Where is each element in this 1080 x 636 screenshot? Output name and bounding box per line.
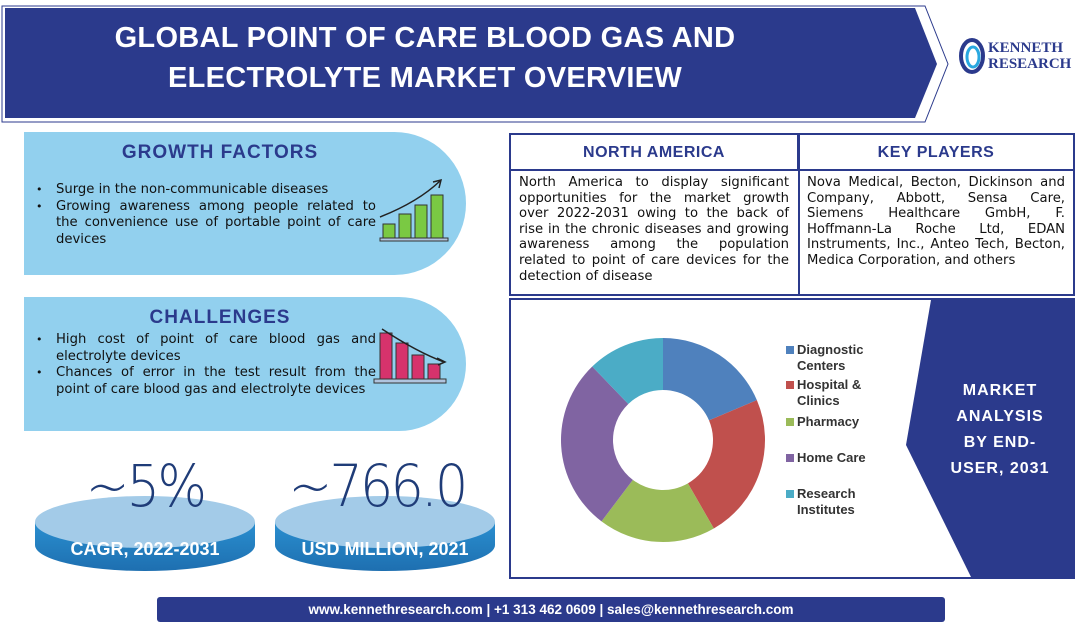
legend-item: Pharmacy bbox=[786, 414, 860, 430]
growth-factors-title: GROWTH FACTORS bbox=[121, 142, 319, 163]
cagr-label: CAGR, 2022-2031 bbox=[70, 539, 220, 559]
legend-swatch bbox=[786, 346, 794, 354]
legend-swatch bbox=[786, 418, 794, 426]
donut-chart bbox=[561, 338, 765, 542]
column-divider bbox=[798, 135, 800, 294]
decline-chart-icon bbox=[373, 328, 447, 384]
market-analysis-arrow bbox=[906, 300, 1073, 577]
legend-label: Hospital & bbox=[797, 377, 862, 392]
usd-disk bbox=[275, 496, 495, 571]
logo-swirl-icon bbox=[959, 38, 985, 74]
legend-label: Pharmacy bbox=[797, 414, 860, 429]
legend-item: Research Institutes bbox=[786, 486, 856, 518]
end-user-chart-panel bbox=[509, 298, 1075, 579]
legend-label: Institutes bbox=[797, 502, 855, 517]
ma-line: ANALYSIS bbox=[956, 408, 1044, 425]
market-analysis-label: MARKET ANALYSIS BY END- USER, 2031 bbox=[935, 378, 1065, 482]
title-line-2: ELECTROLYTE MARKET OVERVIEW bbox=[167, 62, 683, 94]
list-item: Growing awareness among people related t… bbox=[36, 199, 376, 249]
legend-swatch bbox=[786, 381, 794, 389]
key-players-header: KEY PLAYERS bbox=[799, 135, 1073, 171]
legend-swatch bbox=[786, 490, 794, 498]
challenges-list: High cost of point of care blood gas and… bbox=[36, 332, 376, 399]
logo-text-2: RESEARCH bbox=[988, 56, 1072, 72]
donut-slice-home-care bbox=[561, 366, 633, 522]
legend-label: Diagnostic bbox=[797, 342, 864, 357]
title-line-1: GLOBAL POINT OF CARE BLOOD GAS AND bbox=[114, 22, 736, 54]
north-america-text: North America to display significant opp… bbox=[519, 175, 789, 284]
donut-slice-research-institutes bbox=[592, 338, 663, 404]
list-item: High cost of point of care blood gas and… bbox=[36, 332, 376, 365]
growth-chart-icon bbox=[379, 178, 449, 242]
list-item: Surge in the non-communicable diseases bbox=[36, 182, 376, 199]
ma-line: BY END- bbox=[963, 434, 1037, 451]
legend-swatch bbox=[786, 454, 794, 462]
contact-footer: www.kennethresearch.com | +1 313 462 060… bbox=[157, 597, 945, 622]
growth-factors-panel: GROWTH FACTORS Surge in the non-communic… bbox=[24, 132, 466, 275]
donut-slice-hospital-clinics bbox=[687, 400, 765, 529]
donut-slice-pharmacy bbox=[601, 479, 714, 542]
challenges-panel: CHALLENGES High cost of point of care bl… bbox=[24, 297, 466, 431]
donut-slice-diagnostic-centers bbox=[663, 338, 757, 421]
legend-label: Clinics bbox=[797, 393, 840, 408]
legend-label: Research bbox=[797, 486, 856, 501]
kenneth-research-logo: KENNETH RESEARCH bbox=[958, 36, 1080, 76]
legend-item: Diagnostic Centers bbox=[786, 342, 864, 374]
region-players-table: NORTH AMERICA KEY PLAYERS North America … bbox=[509, 133, 1075, 296]
legend-label: Centers bbox=[797, 358, 846, 373]
ma-line: USER, 2031 bbox=[950, 460, 1050, 477]
list-item: Chances of error in the test result from… bbox=[36, 365, 376, 398]
page-title: GLOBAL POINT OF CARE BLOOD GAS AND ELECT… bbox=[60, 18, 790, 98]
growth-factors-list: Surge in the non-communicable diseases G… bbox=[36, 182, 376, 249]
key-players-text: Nova Medical, Becton, Dickinson and Comp… bbox=[807, 175, 1065, 268]
cagr-disk bbox=[35, 496, 255, 571]
legend-label: Home Care bbox=[797, 450, 866, 465]
challenges-title: CHALLENGES bbox=[149, 307, 291, 328]
ma-line: MARKET bbox=[962, 382, 1038, 399]
header-banner bbox=[1, 5, 949, 123]
market-size-label: USD MILLION, 2021 bbox=[301, 539, 469, 559]
cagr-value: ~5% bbox=[85, 452, 207, 520]
market-size-value: ~766.0 bbox=[288, 452, 469, 520]
north-america-header: NORTH AMERICA bbox=[511, 135, 799, 171]
legend-item: Home Care bbox=[786, 450, 866, 466]
legend-item: Hospital & Clinics bbox=[786, 377, 862, 409]
logo-text-1: KENNETH bbox=[988, 40, 1064, 56]
